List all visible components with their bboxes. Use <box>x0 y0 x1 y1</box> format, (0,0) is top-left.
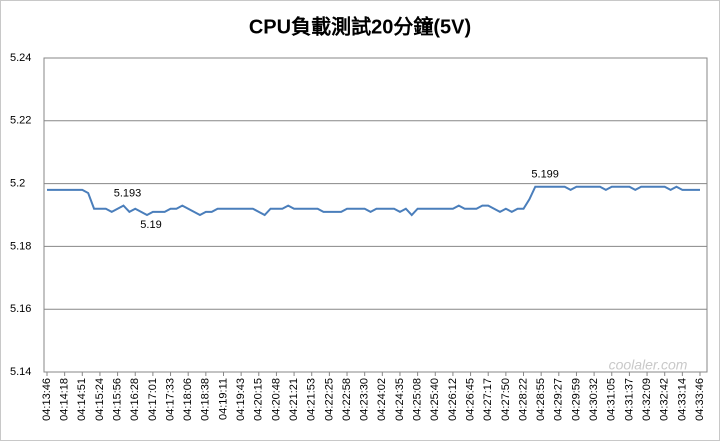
x-tick-label: 04:15:24 <box>94 378 106 421</box>
x-tick-label: 04:22:25 <box>323 378 335 421</box>
x-tick-label: 04:31:37 <box>623 378 635 421</box>
x-tick-label: 04:18:06 <box>182 378 194 421</box>
x-tick-label: 04:25:08 <box>412 378 424 421</box>
x-tick-label: 04:17:01 <box>147 378 159 421</box>
x-tick-label: 04:32:42 <box>659 378 671 421</box>
x-tick-label: 04:22:58 <box>341 378 353 421</box>
x-tick-label: 04:29:27 <box>553 378 565 421</box>
x-tick-label: 04:21:53 <box>306 378 318 421</box>
x-tick-label: 04:14:51 <box>76 378 88 421</box>
data-line <box>47 185 700 217</box>
y-tick-label: 5.16 <box>10 303 31 315</box>
x-tick-label: 04:28:55 <box>535 378 547 421</box>
x-tick-label: 04:16:28 <box>129 378 141 421</box>
x-tick-label: 04:17:33 <box>164 378 176 421</box>
x-tick-label: 04:26:12 <box>447 378 459 421</box>
y-tick-label: 5.14 <box>10 366 31 378</box>
x-tick-label: 04:14:18 <box>59 378 71 421</box>
watermark: coolaler.com <box>609 357 688 373</box>
x-tick-label: 04:20:48 <box>270 378 282 421</box>
x-tick-label: 04:23:30 <box>359 378 371 421</box>
x-tick-label: 04:13:46 <box>41 378 53 421</box>
x-tick-label: 04:27:50 <box>500 378 512 421</box>
x-tick-label: 04:19:11 <box>217 378 229 420</box>
x-tick-label: 04:26:45 <box>464 378 476 421</box>
y-tick-label: 5.18 <box>10 240 31 252</box>
data-label: 5.193 <box>114 187 142 199</box>
data-label: 5.19 <box>140 219 161 231</box>
x-tick-label: 04:24:02 <box>376 378 388 421</box>
x-tick-label: 04:33:46 <box>694 378 706 421</box>
x-tick-label: 04:29:59 <box>570 378 582 421</box>
x-tick-label: 04:31:05 <box>606 378 618 421</box>
x-tick-label: 04:21:21 <box>288 378 300 421</box>
x-tick-label: 04:25:40 <box>429 378 441 421</box>
y-tick-label: 5.2 <box>10 178 25 190</box>
x-tick-label: 04:20:15 <box>253 378 265 421</box>
x-tick-label: 04:18:38 <box>200 378 212 421</box>
x-tick-label: 04:24:35 <box>394 378 406 421</box>
x-tick-label: 04:27:17 <box>482 378 494 421</box>
x-tick-label: 04:30:32 <box>588 378 600 421</box>
x-tick-label: 04:19:43 <box>235 378 247 421</box>
chart-title: CPU負載測試20分鐘(5V) <box>249 14 471 38</box>
y-tick-label: 5.22 <box>10 115 31 127</box>
x-tick-label: 04:33:14 <box>676 378 688 421</box>
x-tick-label: 04:32:09 <box>641 378 653 421</box>
x-tick-label: 04:28:22 <box>517 378 529 421</box>
x-tick-label: 04:15:56 <box>112 378 124 421</box>
data-label: 5.199 <box>531 169 559 181</box>
y-tick-label: 5.24 <box>10 52 31 64</box>
